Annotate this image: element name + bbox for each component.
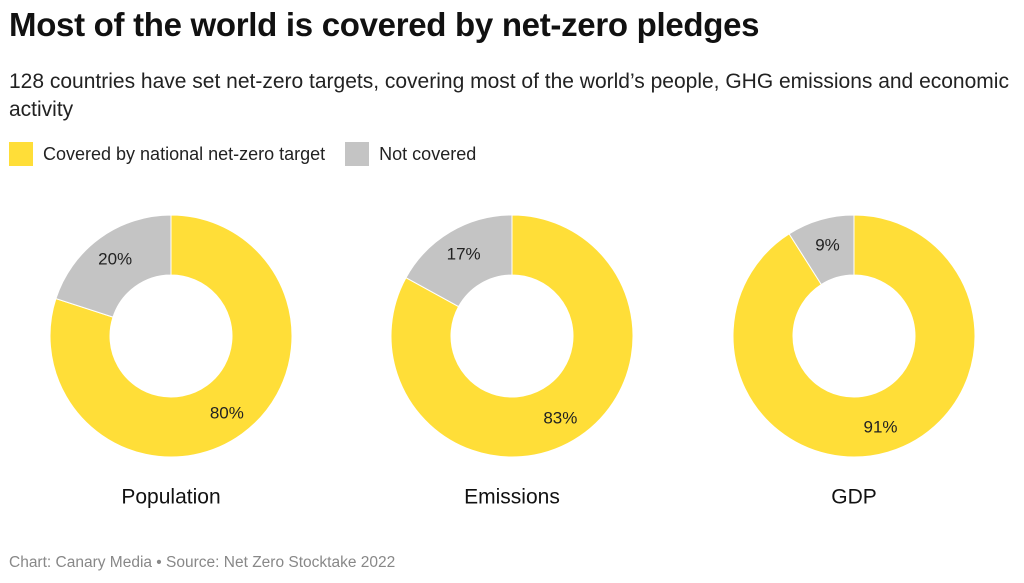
chart-title: Most of the world is covered by net-zero…	[9, 6, 760, 43]
chart-label-gdp: GDP	[831, 486, 877, 509]
chart-label-population: Population	[121, 486, 220, 509]
legend: Covered by national net-zero target Not …	[9, 141, 496, 167]
data-label-population-covered: 80%	[210, 403, 244, 422]
data-label-population-not-covered: 20%	[98, 250, 132, 269]
data-label-emissions-not-covered: 17%	[447, 245, 481, 264]
legend-label-covered: Covered by national net-zero target	[43, 143, 326, 164]
donut-population: 80% 20% Population	[49, 214, 293, 509]
slice-gdp-covered	[732, 214, 976, 458]
slice-population-covered	[49, 214, 293, 458]
legend-item-covered: Covered by national net-zero target	[9, 142, 325, 166]
chart-footer: Chart: Canary Media • Source: Net Zero S…	[9, 554, 396, 571]
data-label-gdp-not-covered: 9%	[815, 235, 840, 254]
slice-gdp-not-covered	[788, 214, 855, 286]
data-label-gdp-covered: 91%	[863, 418, 897, 437]
legend-label-not-covered: Not covered	[379, 143, 477, 164]
donut-emissions: 83% 17% Emissions	[390, 214, 634, 509]
donut-gdp: 91% 9% GDP	[732, 214, 976, 509]
legend-item-not-covered: Not covered	[345, 142, 476, 166]
chart-label-emissions: Emissions	[464, 486, 560, 509]
slice-emissions-not-covered	[405, 214, 513, 308]
chart-subtitle: 128 countries have set net-zero targets,…	[9, 70, 1009, 121]
slice-population-not-covered	[55, 214, 172, 318]
data-label-emissions-covered: 83%	[543, 408, 577, 427]
slice-emissions-covered	[390, 214, 634, 458]
legend-swatch-not-covered	[345, 142, 370, 166]
legend-swatch-covered	[9, 142, 33, 166]
